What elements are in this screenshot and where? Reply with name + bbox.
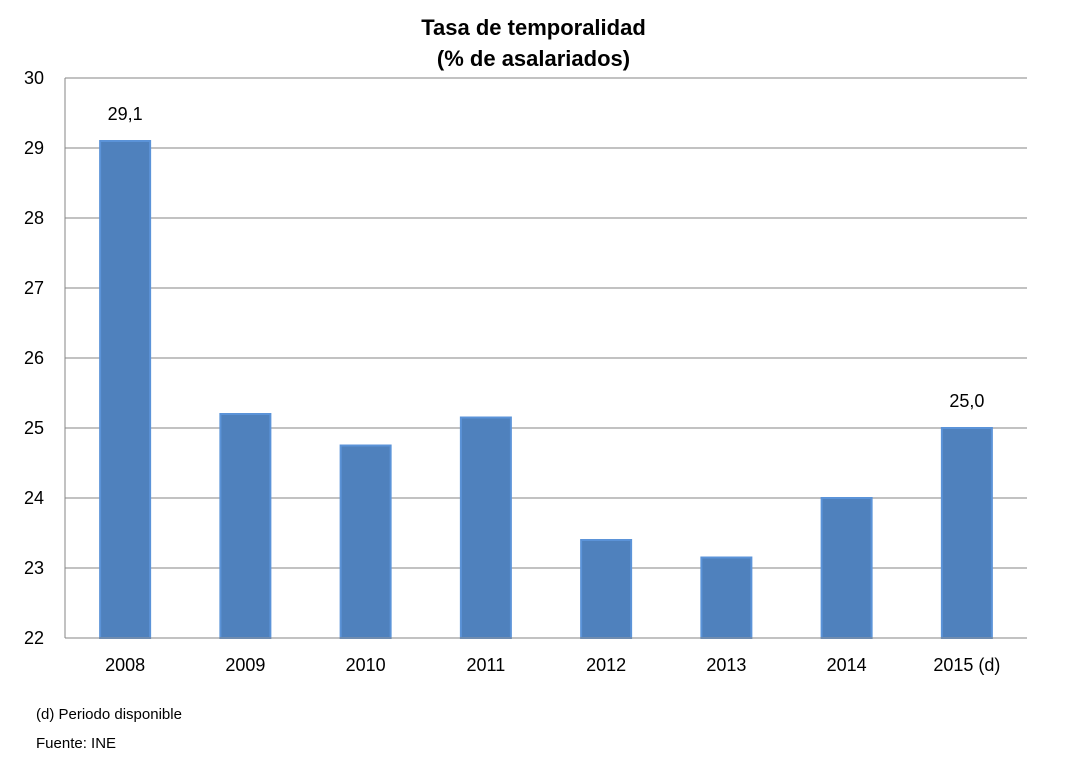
y-tick-label: 26	[24, 348, 44, 368]
y-tick-label: 24	[24, 488, 44, 508]
y-tick-label: 28	[24, 208, 44, 228]
chart-title: Tasa de temporalidad	[421, 15, 646, 40]
x-tick-label: 2013	[706, 655, 746, 675]
chart-subtitle: (% de asalariados)	[436, 46, 631, 71]
x-tick-label: 2011	[467, 655, 506, 675]
y-tick-label: 23	[24, 558, 44, 578]
y-tick-label: 29	[24, 138, 44, 158]
source-note: Fuente: INE	[36, 735, 117, 752]
y-tick-label: 27	[24, 278, 44, 298]
y-tick-label: 30	[24, 68, 44, 88]
bar	[940, 427, 993, 639]
y-tick-label: 22	[24, 628, 44, 648]
bar-chart: 22 23 24 25 26 27 28 29 30 2008 2009 2010 2011 2012 20…	[24, 68, 1027, 675]
chart-title-block: Tasa de temporalidad (% de asalariados)	[0, 12, 1067, 74]
bar	[339, 444, 392, 639]
bar	[820, 497, 873, 639]
bar	[580, 539, 633, 639]
bar	[700, 556, 753, 639]
footnote: (d) Periodo disponible	[36, 706, 182, 723]
bar	[459, 416, 512, 639]
x-tick-label: 2015 (d)	[933, 655, 1000, 675]
x-tick-label: 2009	[225, 655, 265, 675]
bar	[219, 413, 272, 639]
data-label: 25,0	[949, 391, 984, 411]
x-tick-label: 2014	[827, 655, 867, 675]
x-tick-label: 2010	[346, 655, 386, 675]
x-tick-label: 2012	[586, 655, 626, 675]
bar	[99, 140, 152, 639]
data-label: 29,1	[108, 104, 143, 124]
y-tick-label: 25	[24, 418, 44, 438]
x-tick-label: 2008	[105, 655, 145, 675]
